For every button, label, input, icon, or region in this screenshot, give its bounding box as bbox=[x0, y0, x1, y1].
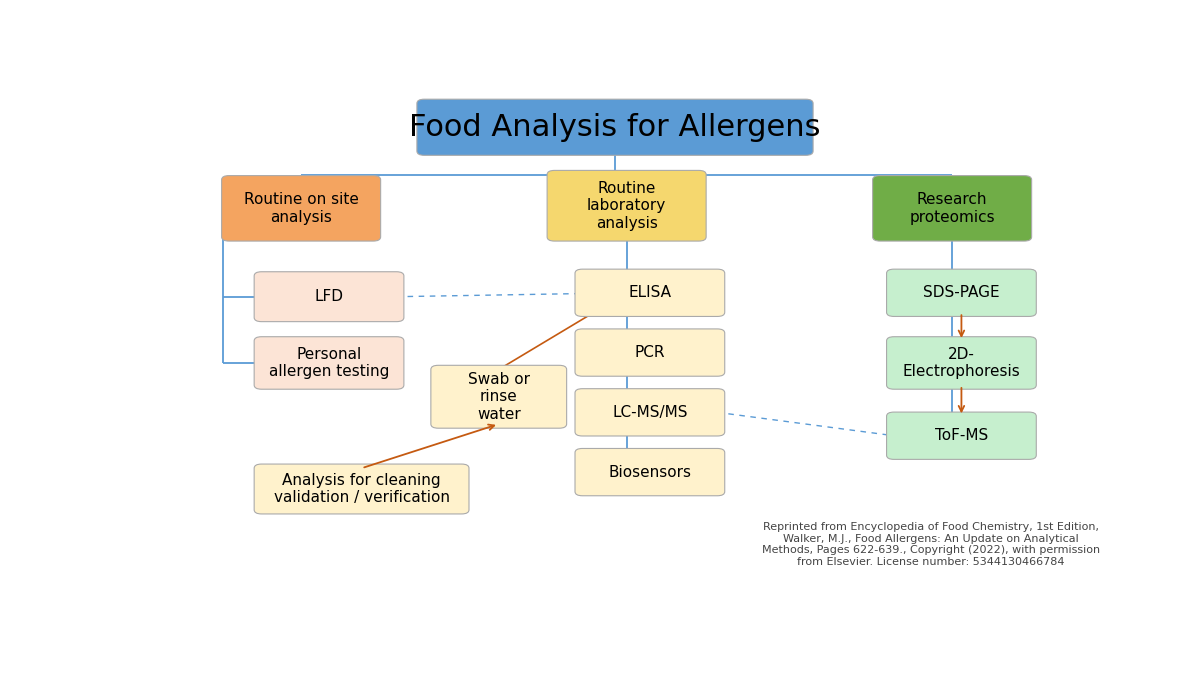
Text: SDS-PAGE: SDS-PAGE bbox=[923, 286, 1000, 300]
Text: Biosensors: Biosensors bbox=[608, 464, 691, 480]
Text: Reprinted from Encyclopedia of Food Chemistry, 1st Edition,
Walker, M.J., Food A: Reprinted from Encyclopedia of Food Chem… bbox=[762, 522, 1100, 567]
FancyBboxPatch shape bbox=[222, 176, 380, 241]
Text: Routine on site
analysis: Routine on site analysis bbox=[244, 192, 359, 225]
Text: Routine
laboratory
analysis: Routine laboratory analysis bbox=[587, 181, 666, 231]
FancyBboxPatch shape bbox=[254, 272, 404, 322]
FancyBboxPatch shape bbox=[254, 337, 404, 389]
Text: Swab or
rinse
water: Swab or rinse water bbox=[468, 372, 529, 422]
FancyBboxPatch shape bbox=[575, 329, 725, 376]
Text: Analysis for cleaning
validation / verification: Analysis for cleaning validation / verif… bbox=[274, 472, 450, 505]
FancyBboxPatch shape bbox=[254, 464, 469, 514]
FancyBboxPatch shape bbox=[872, 176, 1032, 241]
Text: PCR: PCR bbox=[635, 345, 665, 360]
Text: Food Analysis for Allergens: Food Analysis for Allergens bbox=[409, 113, 821, 142]
FancyBboxPatch shape bbox=[416, 99, 814, 155]
Text: Research
proteomics: Research proteomics bbox=[910, 192, 995, 225]
Text: ELISA: ELISA bbox=[629, 286, 671, 300]
FancyBboxPatch shape bbox=[887, 412, 1037, 460]
FancyBboxPatch shape bbox=[575, 389, 725, 436]
Text: 2D-
Electrophoresis: 2D- Electrophoresis bbox=[902, 347, 1020, 379]
FancyBboxPatch shape bbox=[887, 337, 1037, 389]
FancyBboxPatch shape bbox=[575, 448, 725, 495]
FancyBboxPatch shape bbox=[575, 269, 725, 317]
FancyBboxPatch shape bbox=[431, 365, 566, 428]
Text: ToF-MS: ToF-MS bbox=[935, 428, 988, 443]
Text: LC-MS/MS: LC-MS/MS bbox=[612, 405, 688, 420]
FancyBboxPatch shape bbox=[547, 170, 706, 241]
FancyBboxPatch shape bbox=[887, 269, 1037, 317]
Text: Personal
allergen testing: Personal allergen testing bbox=[269, 347, 389, 379]
Text: LFD: LFD bbox=[314, 289, 343, 304]
